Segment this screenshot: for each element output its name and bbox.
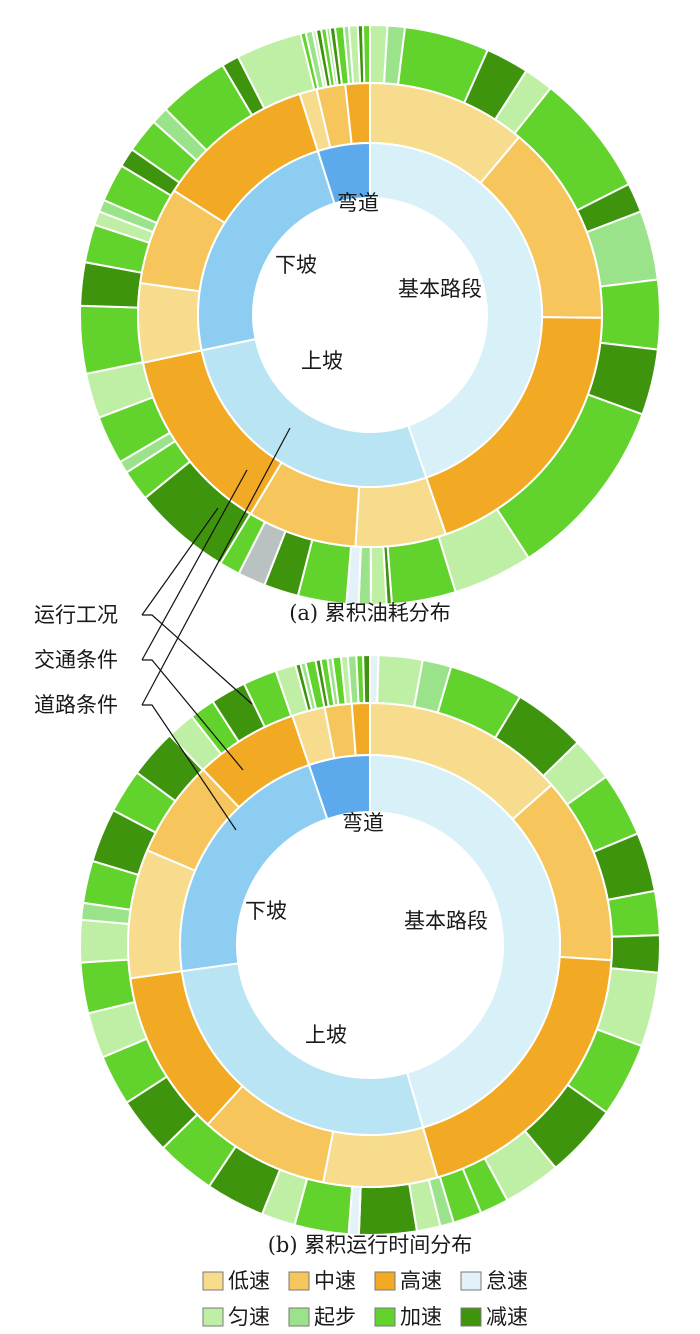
- legend-label-0-2: 高速: [400, 1269, 442, 1293]
- legend-label-1-3: 减速: [486, 1305, 528, 1329]
- operation-a-segment-26: [79, 304, 145, 376]
- legend-label-1-0: 匀速: [228, 1305, 270, 1329]
- leader-line-traffic-b: [142, 659, 244, 771]
- legend-label-0-0: 低速: [228, 1269, 270, 1293]
- legend-swatch-0-0: [202, 1271, 224, 1291]
- legend-swatch-1-1: [288, 1307, 310, 1327]
- road-label-b-1: 上坡: [305, 1023, 347, 1047]
- caption-b: (b) 累积运行时间分布: [268, 1233, 473, 1257]
- road-label-a-2: 下坡: [275, 253, 317, 277]
- operation-a-segment-49: [361, 23, 371, 85]
- leader-line-road-a: [141, 427, 291, 706]
- operation-b-segment-18: [357, 1182, 419, 1237]
- legend-swatch-1-2: [374, 1307, 396, 1327]
- road-b-segment-1: [180, 962, 425, 1136]
- legend-swatch-0-1: [288, 1271, 310, 1291]
- legend-swatch-1-3: [460, 1307, 482, 1327]
- operation-b-segment-8: [606, 889, 661, 938]
- road-b-segment-3: [307, 753, 371, 821]
- legend-label-1-2: 加速: [400, 1305, 442, 1329]
- road-label-b-3: 弯道: [342, 811, 384, 835]
- ring-label-road: 道路条件: [34, 693, 118, 717]
- operation-a-segment-8: [599, 278, 661, 351]
- legend-label-0-3: 怠速: [486, 1269, 528, 1293]
- legend-label-0-1: 中速: [314, 1269, 356, 1293]
- road-label-a-0: 基本路段: [398, 277, 482, 301]
- traffic-b-segment-11: [350, 701, 371, 757]
- leader-line-operation-b: [142, 614, 253, 705]
- legend-swatch-0-2: [374, 1271, 396, 1291]
- leader-line-traffic-a: [141, 469, 248, 661]
- ring-annotations: 运行工况 交通条件 道路条件: [34, 427, 291, 831]
- traffic-a-segment-6: [137, 281, 203, 364]
- road-a-segment-3: [316, 141, 371, 205]
- leader-line-road-b: [142, 704, 237, 831]
- ring-label-operation: 运行工况: [34, 603, 118, 627]
- road-label-a-3: 弯道: [337, 191, 379, 215]
- operation-a-segment-14: [369, 545, 388, 607]
- caption-a: (a) 累积油耗分布: [289, 601, 451, 625]
- traffic-b-segment-3: [321, 1126, 439, 1188]
- road-a-segment-0: [369, 141, 543, 479]
- operation-b-segment-9: [609, 934, 661, 974]
- road-label-b-0: 基本路段: [404, 909, 488, 933]
- operation-b-segment-49: [362, 653, 371, 705]
- legend-swatch-1-0: [202, 1307, 224, 1327]
- legend-label-1-1: 起步: [314, 1305, 356, 1329]
- leader-line-operation-a: [141, 507, 219, 616]
- operation-b-segment-28: [79, 918, 131, 964]
- road-label-a-1: 上坡: [301, 349, 343, 373]
- road-b-segment-0: [369, 753, 561, 1129]
- legend-swatch-0-3: [460, 1271, 482, 1291]
- ring-label-traffic: 交通条件: [34, 648, 118, 672]
- road-label-b-2: 下坡: [245, 899, 287, 923]
